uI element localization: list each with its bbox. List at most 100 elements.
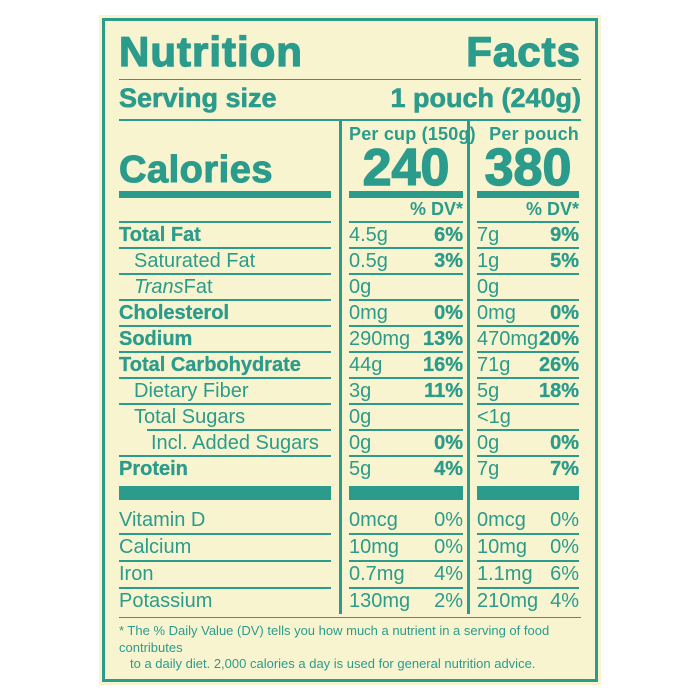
daily-value: 5% — [550, 249, 579, 272]
vitamin-label: Calcium — [119, 536, 192, 559]
amount: 7g — [477, 457, 500, 480]
nutrient-name-total-carbohydrate: Total Carbohydrate — [119, 350, 331, 377]
title-word-left: Nutrition — [118, 28, 303, 75]
serving-size-value: 1 pouch (240g) — [390, 83, 581, 114]
protein-divider-bar — [349, 485, 463, 500]
amount: 130mg — [349, 590, 411, 613]
amount: <1g — [477, 405, 511, 428]
per-pouch-calories-block: Per pouch 380 — [477, 121, 579, 195]
nutrient-name-saturated-fat: Saturated Fat — [119, 246, 331, 273]
daily-value: 0% — [434, 509, 463, 532]
amount: 44g — [349, 353, 383, 376]
amount: 0.7mg — [349, 563, 405, 586]
per-pouch-saturated-fat: 1g 5% — [477, 246, 579, 273]
daily-value: 20% — [538, 327, 579, 350]
footnote-line-2: to a daily diet. 2,000 calories a day is… — [130, 656, 536, 672]
daily-value: 0% — [434, 431, 463, 454]
per-cup-calories-block: Per cup (150g) 240 — [349, 121, 476, 197]
daily-value: 26% — [538, 353, 579, 376]
amount: 0g — [349, 405, 372, 428]
nutrient-name-protein: Protein — [119, 454, 331, 481]
amount: 210mg — [477, 590, 539, 613]
daily-value: 7% — [550, 457, 579, 480]
daily-value: 2% — [434, 590, 463, 613]
amount: 10mg — [477, 536, 528, 559]
protein-divider-bar — [477, 485, 579, 500]
label-title: Nutrition Facts — [118, 28, 581, 75]
title-word-right: Facts — [466, 28, 581, 75]
nutrient-label: Protein — [119, 457, 188, 480]
vitamin-label: Vitamin D — [119, 509, 206, 532]
per-pouch-dietary-fiber: 5g 18% — [477, 376, 579, 403]
footnote-divider-bar — [119, 616, 581, 619]
amount: 470mg — [477, 327, 539, 350]
daily-value: 0% — [550, 301, 579, 324]
per-cup-header: Per cup (150g) — [349, 123, 476, 144]
amount: 290mg — [349, 327, 411, 350]
amount: 1.1mg — [477, 563, 533, 586]
per-cup-calories-value: 240 — [362, 138, 450, 197]
daily-value: 0% — [550, 509, 579, 532]
per-cup-total-carbohydrate: 44g 16% — [349, 350, 463, 377]
amount: 3g — [349, 379, 372, 402]
per-pouch-potassium: 210mg 4% — [477, 586, 579, 614]
per-cup-total-sugars: 0g — [349, 402, 463, 429]
daily-value: 0% — [434, 301, 463, 324]
daily-value: 4% — [434, 563, 463, 586]
per-cup-iron: 0.7mg 4% — [349, 559, 463, 587]
amount: 0g — [349, 275, 372, 298]
amount: 0g — [349, 431, 372, 454]
nutrient-name-total-fat: Total Fat — [119, 220, 331, 247]
per-pouch-added-sugars: 0g 0% — [477, 428, 579, 455]
footnote: * The % Daily Value (DV) tells you how m… — [119, 623, 581, 673]
amount: 0g — [477, 275, 500, 298]
per-pouch-total-fat: 7g 9% — [477, 220, 579, 247]
per-cup-cholesterol: 0mg 0% — [349, 298, 463, 325]
daily-value: 13% — [422, 327, 463, 350]
per-cup-vitamin-d: 0mcg 0% — [349, 506, 463, 533]
per-pouch-calcium: 10mg 0% — [477, 532, 579, 560]
per-pouch-header: Per pouch — [489, 123, 579, 144]
calories-divider-bar — [477, 190, 579, 198]
per-cup-added-sugars: 0g 0% — [349, 428, 463, 455]
daily-value: 6% — [550, 563, 579, 586]
amount: 0mg — [477, 301, 516, 324]
vitamin-name-calcium: Calcium — [119, 532, 331, 560]
serving-divider-bar — [119, 119, 581, 121]
amount: 10mg — [349, 536, 400, 559]
nutrient-label: Saturated Fat — [134, 249, 256, 272]
amount: 1g — [477, 249, 500, 272]
per-pouch-cholesterol: 0mg 0% — [477, 298, 579, 325]
per-cup-dietary-fiber: 3g 11% — [349, 376, 463, 403]
nutrient-name-cholesterol: Cholesterol — [119, 298, 331, 325]
vitamin-name-vitamin-d: Vitamin D — [119, 506, 331, 533]
per-pouch-vitamin-d: 0mcg 0% — [477, 506, 579, 533]
serving-size-row: Serving size 1 pouch (240g) — [119, 83, 582, 114]
serving-size-label: Serving size — [119, 83, 277, 114]
calories-label: Calories — [119, 148, 273, 191]
calories-name-block: Calories — [119, 121, 331, 191]
daily-value: 16% — [422, 353, 463, 376]
calories-divider-bar — [119, 190, 331, 198]
amount: 5g — [349, 457, 372, 480]
per-pouch-total-carbohydrate: 71g 26% — [477, 350, 579, 377]
nutrient-label: Total Carbohydrate — [119, 353, 301, 376]
amount: 0g — [477, 431, 500, 454]
per-cup-total-fat: 4.5g 6% — [349, 220, 463, 247]
nutrient-label: Incl. Added Sugars — [151, 431, 319, 454]
per-pouch-column: Per pouch 380 % DV* 7g 9% 1g 5% 0g 0mg 0% 4… — [467, 120, 581, 614]
nutrient-label: Total Sugars — [134, 405, 246, 428]
amount: 71g — [477, 353, 511, 376]
amount: 0mcg — [349, 509, 398, 532]
amount: 4.5g — [349, 223, 388, 246]
amount: 0mg — [349, 301, 388, 324]
per-pouch-iron: 1.1mg 6% — [477, 559, 579, 587]
vitamin-name-iron: Iron — [119, 559, 331, 587]
per-cup-trans-fat: 0g — [349, 272, 463, 299]
nutrient-label-italic: Trans — [134, 275, 184, 298]
per-cup-saturated-fat: 0.5g 3% — [349, 246, 463, 273]
nutrient-label: Fat — [183, 275, 213, 298]
nutrient-name-column: Calories Total Fat Saturated Fat Trans F… — [119, 121, 339, 614]
footnote-line-1: * The % Daily Value (DV) tells you how m… — [119, 623, 550, 655]
